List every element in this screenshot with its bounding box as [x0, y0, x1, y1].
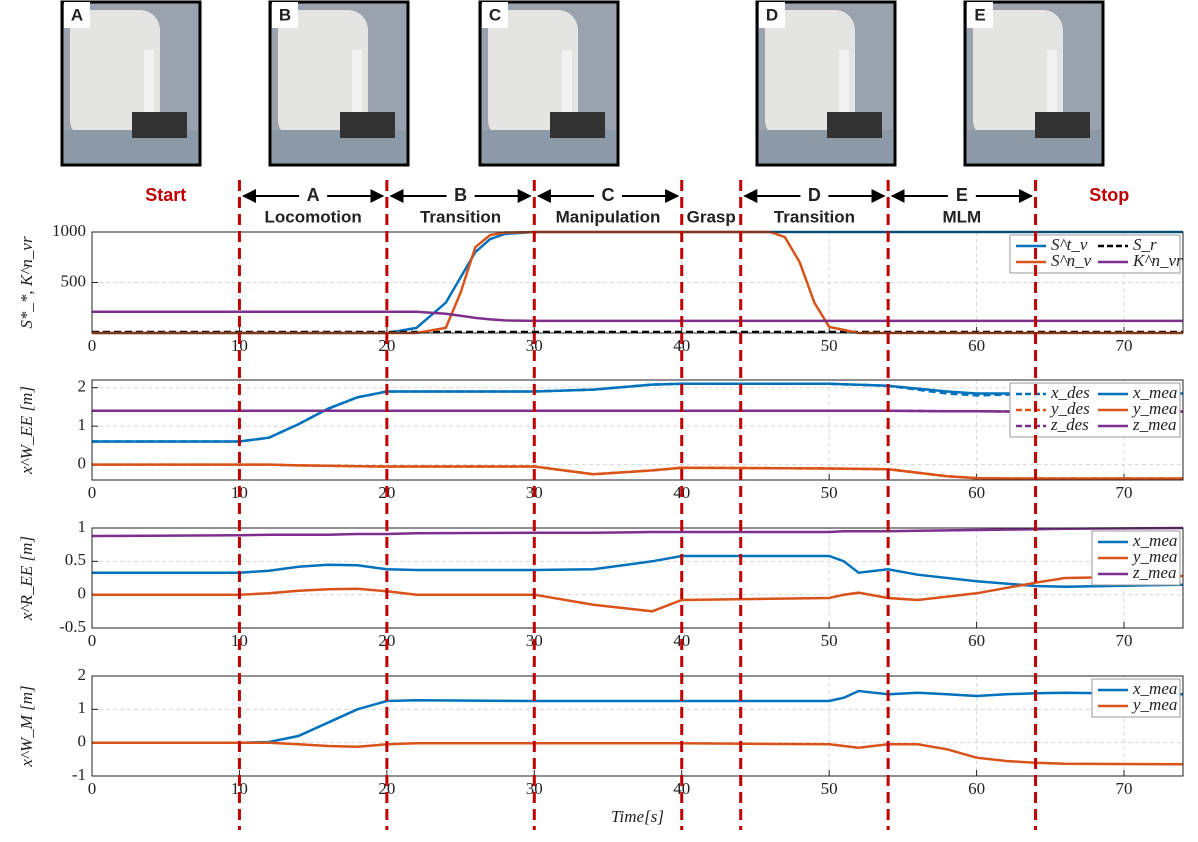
- photo-label: E: [974, 5, 985, 24]
- photo-robot-arm: [352, 50, 362, 112]
- x-tick-label: 0: [88, 336, 97, 355]
- stop-label: Stop: [1089, 185, 1129, 205]
- x-tick-label: 70: [1116, 483, 1133, 502]
- x-tick-label: 60: [968, 483, 985, 502]
- y-tick-label: -0.5: [59, 617, 86, 636]
- y-axis-label: x^W_M [m]: [17, 685, 36, 767]
- phase-letter: B: [454, 185, 467, 205]
- photo-robot-arm: [1047, 50, 1057, 112]
- x-tick-label: 0: [88, 779, 97, 798]
- x-axis-label: Time[s]: [611, 807, 664, 826]
- phase-name: Manipulation: [556, 207, 661, 226]
- legend-label: K^n_vr: [1132, 251, 1183, 270]
- y-tick-label: 1000: [52, 221, 86, 240]
- x-tick-label: 60: [968, 336, 985, 355]
- x-tick-label: 50: [821, 631, 838, 650]
- photo-robot-base: [340, 112, 395, 138]
- legend-label: z_mea: [1132, 563, 1176, 582]
- x-tick-label: 50: [821, 483, 838, 502]
- x-tick-label: 0: [88, 483, 97, 502]
- x-tick-label: 60: [968, 631, 985, 650]
- photo-robot-arm: [144, 50, 154, 112]
- y-axis-label: x^R_EE [m]: [17, 536, 36, 621]
- photo: D: [757, 2, 895, 165]
- y-tick-label: 1: [78, 517, 87, 536]
- y-tick-label: -1: [72, 765, 86, 784]
- photo: C: [480, 2, 618, 165]
- phase-letter: A: [307, 185, 320, 205]
- x-tick-label: 70: [1116, 336, 1133, 355]
- y-tick-label: 0.5: [65, 550, 86, 569]
- grasp-label: Grasp: [687, 207, 736, 226]
- y-tick-label: 1: [78, 415, 87, 434]
- y-tick-label: 0: [78, 454, 87, 473]
- photo-label: A: [71, 5, 83, 24]
- photo: A: [62, 2, 200, 165]
- legend-label: y_mea: [1131, 695, 1177, 714]
- photo-label: B: [279, 5, 291, 24]
- photo: B: [270, 2, 408, 165]
- photo-label: C: [489, 5, 501, 24]
- phase-letter: D: [808, 185, 821, 205]
- phase-letter: E: [956, 185, 968, 205]
- legend-label: S^n_v: [1051, 251, 1092, 270]
- y-tick-label: 500: [61, 271, 87, 290]
- x-tick-label: 70: [1116, 631, 1133, 650]
- plot-area: [92, 528, 1183, 628]
- legend-label: z_mea: [1132, 415, 1176, 434]
- photo-robot-arm: [839, 50, 849, 112]
- y-tick-label: 0: [78, 732, 87, 751]
- x-tick-label: 50: [821, 336, 838, 355]
- photo-robot-arm: [562, 50, 572, 112]
- phase-name: Transition: [774, 207, 855, 226]
- y-axis-label: S*_*, K^n_vr: [17, 236, 36, 329]
- y-tick-label: 2: [78, 377, 87, 396]
- photo-robot-base: [550, 112, 605, 138]
- photo-robot-base: [1035, 112, 1090, 138]
- y-axis-label: x^W_EE [m]: [17, 386, 36, 475]
- phase-letter: C: [602, 185, 615, 205]
- phase-name: MLM: [942, 207, 981, 226]
- start-label: Start: [145, 185, 186, 205]
- phase-name: Transition: [420, 207, 501, 226]
- y-tick-label: 2: [78, 665, 87, 684]
- photo-label: D: [766, 5, 778, 24]
- photo-robot-base: [827, 112, 882, 138]
- photo-robot-base: [132, 112, 187, 138]
- y-tick-label: 1: [78, 698, 87, 717]
- phase-name: Locomotion: [265, 207, 362, 226]
- x-tick-label: 70: [1116, 779, 1133, 798]
- x-tick-label: 50: [821, 779, 838, 798]
- figure: A B C D E Start Stop Grasp A Locomotion B Transitio…: [0, 0, 1198, 842]
- legend-label: z_des: [1050, 415, 1089, 434]
- x-tick-label: 0: [88, 631, 97, 650]
- x-tick-label: 60: [968, 779, 985, 798]
- y-tick-label: 0: [78, 584, 87, 603]
- photo: E: [965, 2, 1103, 165]
